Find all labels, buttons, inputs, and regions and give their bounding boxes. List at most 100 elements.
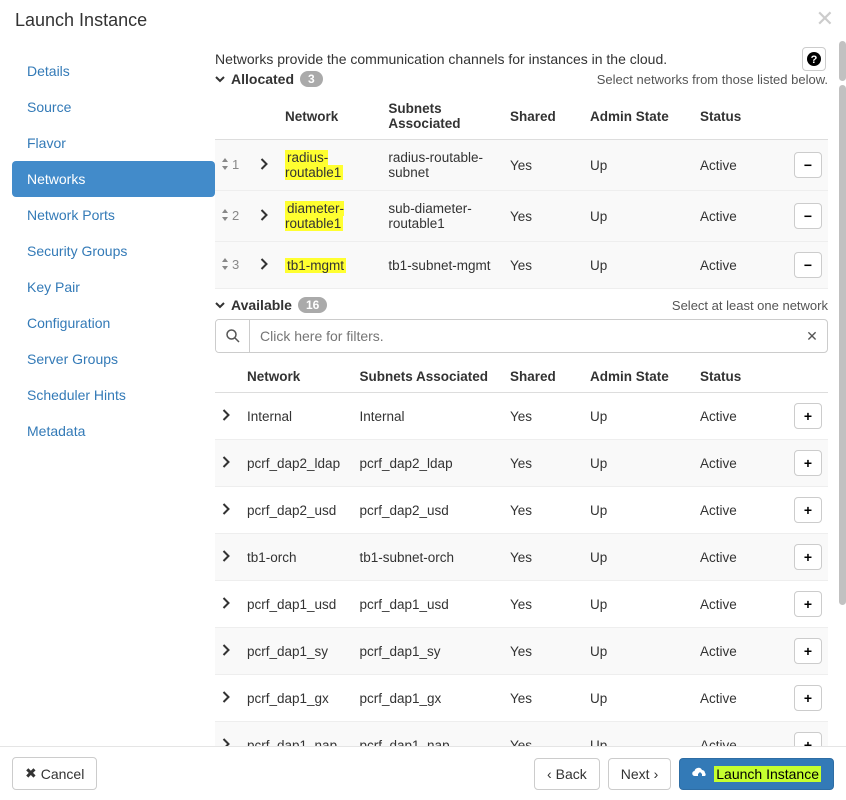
sidebar-item-scheduler-hints[interactable]: Scheduler Hints — [12, 377, 215, 413]
col-status[interactable]: Status — [694, 361, 784, 393]
sidebar-item-source[interactable]: Source — [12, 89, 215, 125]
cell-admin: Up — [584, 487, 694, 534]
col-network[interactable]: Network — [241, 361, 354, 393]
available-row: tb1-orchtb1-subnet-orchYesUpActive+ — [215, 534, 828, 581]
sidebar-item-configuration[interactable]: Configuration — [12, 305, 215, 341]
scrollbar[interactable] — [838, 41, 846, 746]
col-status[interactable]: Status — [694, 93, 784, 140]
expand-row-icon[interactable] — [259, 258, 268, 273]
cell-admin: Up — [584, 581, 694, 628]
close-icon[interactable]: ✕ — [816, 6, 834, 32]
filter-input[interactable] — [250, 320, 797, 352]
add-network-button[interactable]: + — [794, 732, 822, 746]
cell-subnets: pcrf_dap1_gx — [354, 675, 505, 722]
sidebar-item-flavor[interactable]: Flavor — [12, 125, 215, 161]
cancel-button[interactable]: ✖ Cancel — [12, 757, 97, 790]
col-network[interactable]: Network — [279, 93, 382, 140]
sidebar-item-security-groups[interactable]: Security Groups — [12, 233, 215, 269]
cell-admin: Up — [584, 393, 694, 440]
cell-status: Active — [694, 581, 784, 628]
networks-panel: ? Networks provide the communication cha… — [215, 41, 846, 746]
available-row: InternalInternalYesUpActive+ — [215, 393, 828, 440]
add-network-button[interactable]: + — [794, 450, 822, 476]
cell-subnets: Internal — [354, 393, 505, 440]
col-admin[interactable]: Admin State — [584, 361, 694, 393]
cell-admin: Up — [584, 242, 694, 289]
available-toggle[interactable]: Available 16 — [215, 297, 327, 313]
cell-status: Active — [694, 628, 784, 675]
cell-status: Active — [694, 140, 784, 191]
launch-label: Launch Instance — [714, 766, 821, 782]
next-label: Next — [621, 766, 650, 782]
expand-row-icon[interactable] — [221, 409, 230, 424]
modal-title: Launch Instance — [15, 10, 831, 31]
col-admin[interactable]: Admin State — [584, 93, 694, 140]
sidebar-item-details[interactable]: Details — [12, 53, 215, 89]
back-button[interactable]: ‹ Back — [534, 758, 600, 790]
remove-network-button[interactable]: − — [794, 203, 822, 229]
reorder-handle[interactable]: 3 — [221, 257, 239, 272]
col-subnets[interactable]: Subnets Associated — [354, 361, 505, 393]
cell-network: diameter-routable1 — [279, 191, 382, 242]
expand-row-icon[interactable] — [221, 550, 230, 565]
col-shared[interactable]: Shared — [504, 93, 584, 140]
next-button[interactable]: Next › — [608, 758, 671, 790]
available-row: pcrf_dap1_sypcrf_dap1_syYesUpActive+ — [215, 628, 828, 675]
scrollbar-thumb[interactable] — [839, 85, 846, 605]
cell-status: Active — [694, 487, 784, 534]
expand-row-icon[interactable] — [221, 644, 230, 659]
add-network-button[interactable]: + — [794, 403, 822, 429]
clear-filter-icon[interactable]: ✕ — [797, 320, 827, 352]
expand-row-icon[interactable] — [221, 597, 230, 612]
sidebar-item-key-pair[interactable]: Key Pair — [12, 269, 215, 305]
available-row: pcrf_dap1_nappcrf_dap1_napYesUpActive+ — [215, 722, 828, 747]
add-network-button[interactable]: + — [794, 497, 822, 523]
expand-row-icon[interactable] — [221, 456, 230, 471]
search-icon[interactable] — [216, 320, 250, 352]
sidebar-item-network-ports[interactable]: Network Ports — [12, 197, 215, 233]
available-row: pcrf_dap1_usdpcrf_dap1_usdYesUpActive+ — [215, 581, 828, 628]
sidebar-item-server-groups[interactable]: Server Groups — [12, 341, 215, 377]
cancel-label: Cancel — [41, 766, 85, 782]
wizard-sidebar: DetailsSourceFlavorNetworksNetwork Ports… — [0, 41, 215, 746]
expand-row-icon[interactable] — [221, 691, 230, 706]
cell-status: Active — [694, 191, 784, 242]
launch-instance-button[interactable]: Launch Instance — [679, 758, 834, 790]
cell-admin: Up — [584, 534, 694, 581]
allocated-row: 2diameter-routable1sub-diameter-routable… — [215, 191, 828, 242]
available-table: Network Subnets Associated Shared Admin … — [215, 361, 828, 746]
expand-row-icon[interactable] — [259, 209, 268, 224]
reorder-handle[interactable]: 2 — [221, 208, 239, 223]
cell-network: radius-routable1 — [279, 140, 382, 191]
chevron-down-icon — [215, 71, 225, 87]
available-hint: Select at least one network — [672, 298, 828, 313]
remove-network-button[interactable]: − — [794, 252, 822, 278]
add-network-button[interactable]: + — [794, 544, 822, 570]
reorder-handle[interactable]: 1 — [221, 157, 239, 172]
cell-admin: Up — [584, 191, 694, 242]
cell-shared: Yes — [504, 393, 584, 440]
help-icon[interactable]: ? — [802, 47, 826, 71]
allocated-hint: Select networks from those listed below. — [597, 72, 828, 87]
cell-subnets: radius-routable-subnet — [382, 140, 504, 191]
sidebar-item-metadata[interactable]: Metadata — [12, 413, 215, 449]
expand-row-icon[interactable] — [221, 503, 230, 518]
cell-status: Active — [694, 722, 784, 747]
allocated-toggle[interactable]: Allocated 3 — [215, 71, 323, 87]
cloud-upload-icon — [692, 766, 708, 782]
sidebar-item-networks[interactable]: Networks — [12, 161, 215, 197]
add-network-button[interactable]: + — [794, 685, 822, 711]
available-section: Available 16 Select at least one network… — [215, 297, 828, 746]
col-shared[interactable]: Shared — [504, 361, 584, 393]
allocated-row: 1radius-routable1radius-routable-subnetY… — [215, 140, 828, 191]
cell-subnets: pcrf_dap1_nap — [354, 722, 505, 747]
scrollbar-thumb-top[interactable] — [839, 41, 846, 81]
cell-shared: Yes — [504, 440, 584, 487]
add-network-button[interactable]: + — [794, 638, 822, 664]
remove-network-button[interactable]: − — [794, 152, 822, 178]
expand-row-icon[interactable] — [259, 158, 268, 173]
allocated-label: Allocated — [231, 71, 294, 87]
expand-row-icon[interactable] — [221, 738, 230, 747]
col-subnets[interactable]: Subnets Associated — [382, 93, 504, 140]
add-network-button[interactable]: + — [794, 591, 822, 617]
